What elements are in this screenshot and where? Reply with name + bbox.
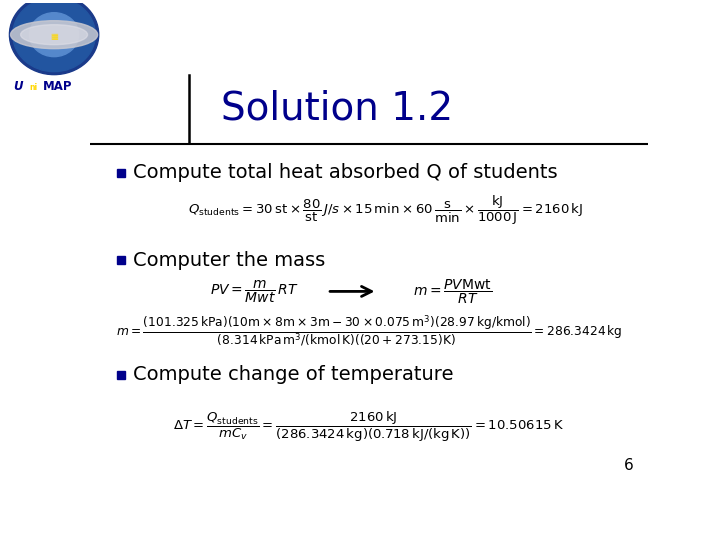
Circle shape [13, 0, 95, 72]
Ellipse shape [11, 21, 98, 49]
Text: $m = \dfrac{(101.325\,\mathrm{kPa})(10\mathrm{m}\times 8\mathrm{m}\times 3\mathr: $m = \dfrac{(101.325\,\mathrm{kPa})(10\m… [116, 313, 622, 349]
Text: $m = \dfrac{PV\mathrm{Mwt}}{RT}$: $m = \dfrac{PV\mathrm{Mwt}}{RT}$ [413, 277, 492, 306]
Text: Compute total heat absorbed Q of students: Compute total heat absorbed Q of student… [133, 164, 557, 183]
Text: Solution 1.2: Solution 1.2 [221, 90, 454, 127]
Text: ni: ni [30, 83, 37, 92]
Ellipse shape [21, 25, 88, 45]
Text: Compute change of temperature: Compute change of temperature [133, 365, 454, 384]
Text: $Q_{\mathrm{students}} = 30\,\mathrm{st}\times\dfrac{80}{\mathrm{st}}\,J/s\times: $Q_{\mathrm{students}} = 30\,\mathrm{st}… [188, 194, 583, 227]
Text: ▦: ▦ [50, 32, 58, 41]
Circle shape [30, 12, 78, 57]
Text: $PV = \dfrac{m}{Mwt}\,RT$: $PV = \dfrac{m}{Mwt}\,RT$ [210, 278, 299, 305]
Text: MAP: MAP [43, 79, 73, 93]
Text: 6: 6 [624, 458, 634, 473]
Text: U: U [13, 79, 22, 93]
Circle shape [9, 0, 99, 75]
Text: $\Delta T = \dfrac{Q_{\mathrm{students}}}{mC_v} = \dfrac{2160\,\mathrm{kJ}}{(286: $\Delta T = \dfrac{Q_{\mathrm{students}}… [174, 409, 564, 443]
Text: Computer the mass: Computer the mass [133, 251, 325, 269]
